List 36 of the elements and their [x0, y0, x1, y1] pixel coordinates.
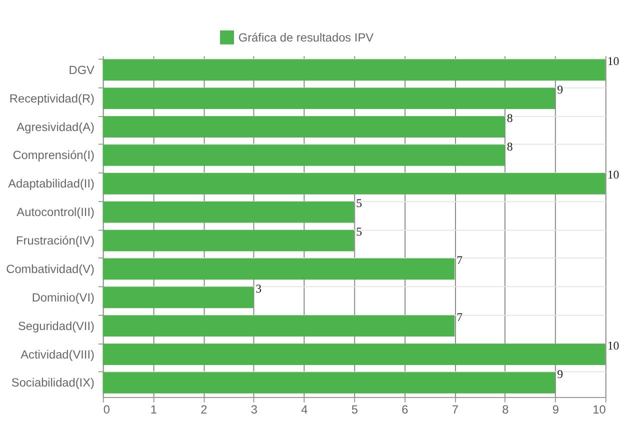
y-tick-label: DGV — [68, 62, 95, 77]
data-label: 9 — [557, 366, 564, 381]
y-tick-label: Autocontrol(III) — [16, 205, 95, 220]
x-tick-label: 1 — [150, 402, 158, 416]
x-tick-label: 10 — [592, 402, 606, 416]
y-tick-label: Agresividad(A) — [16, 120, 95, 134]
y-tick-label: Actividad(VIII) — [20, 347, 94, 362]
data-label: 10 — [607, 168, 620, 182]
data-label: 8 — [506, 139, 513, 154]
x-tick-label: 3 — [250, 402, 258, 416]
legend-label: Gráfica de resultados IPV — [238, 30, 374, 44]
data-label: 10 — [607, 54, 620, 68]
data-label: 7 — [456, 253, 463, 268]
data-label: 8 — [506, 110, 513, 125]
x-tick-label: 9 — [552, 402, 560, 416]
data-label: 9 — [557, 82, 564, 96]
x-tick-label: 5 — [351, 402, 358, 416]
data-label: 10 — [607, 338, 620, 352]
x-tick-label: 4 — [301, 402, 308, 416]
y-tick-label: Adaptabilidad(II) — [8, 176, 95, 191]
x-tick-label: 2 — [200, 402, 208, 416]
y-tick-label: Comprensión(I) — [12, 148, 95, 162]
x-tick-label: 7 — [452, 402, 458, 416]
x-tick-label: 6 — [402, 402, 409, 416]
x-tick-label: 8 — [502, 402, 510, 416]
data-label: 3 — [256, 281, 262, 296]
y-tick-label: Frustración(IV) — [16, 234, 95, 248]
data-label: 5 — [356, 196, 362, 210]
y-tick-label: Combatividad(V) — [6, 262, 95, 276]
y-tick-label: Receptividad(R) — [9, 91, 95, 106]
x-tick-label: 0 — [103, 402, 110, 416]
y-tick-label: Dominio(VI) — [32, 290, 95, 304]
y-tick-label: Seguridad(VII) — [18, 318, 95, 333]
data-label: 7 — [456, 310, 463, 324]
data-label: 5 — [356, 224, 362, 239]
y-tick-label: Sociabilidad(IX) — [11, 376, 95, 390]
